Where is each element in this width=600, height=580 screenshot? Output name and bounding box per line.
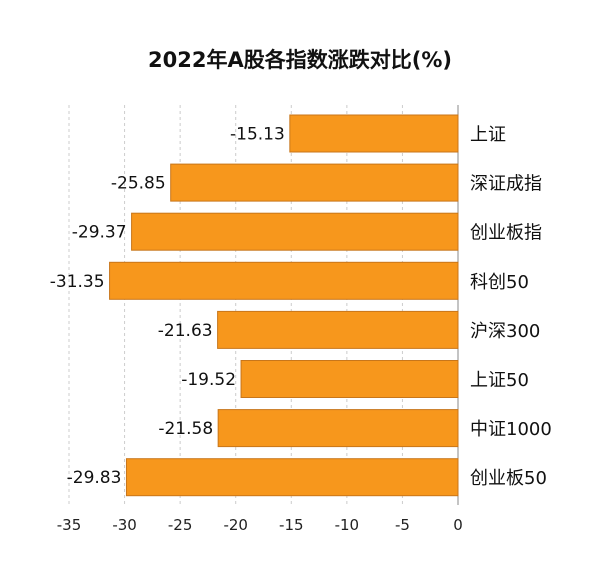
bar xyxy=(125,458,459,497)
category-label: 创业板指 xyxy=(470,223,542,244)
data-label: -19.52 xyxy=(181,370,236,390)
bar xyxy=(170,163,459,202)
x-tick-label: 0 xyxy=(453,516,463,534)
bar xyxy=(289,114,459,153)
category-label: 创业板50 xyxy=(470,468,547,489)
data-label: -31.35 xyxy=(50,272,105,292)
category-label: 中证1000 xyxy=(470,419,552,440)
data-label: -21.63 xyxy=(158,321,213,341)
data-label: -21.58 xyxy=(158,419,213,439)
bar xyxy=(217,409,459,448)
data-label: -15.13 xyxy=(230,125,285,145)
x-tick-label: -10 xyxy=(335,516,360,534)
x-tick-label: -25 xyxy=(168,516,193,534)
x-tick-label: -20 xyxy=(223,516,248,534)
x-tick-label: -15 xyxy=(279,516,304,534)
bar xyxy=(109,261,459,300)
category-label: 科创50 xyxy=(470,272,529,293)
data-label: -25.85 xyxy=(111,174,166,194)
data-label: -29.83 xyxy=(67,468,122,488)
bar xyxy=(240,360,459,398)
category-label: 沪深300 xyxy=(470,321,540,342)
bar xyxy=(217,310,459,349)
category-label: 上证50 xyxy=(470,370,529,391)
x-tick-label: -5 xyxy=(395,516,410,534)
category-label: 上证 xyxy=(470,125,506,146)
category-label: 深证成指 xyxy=(470,174,542,195)
x-tick-label: -35 xyxy=(57,516,82,534)
x-tick-label: -30 xyxy=(112,516,137,534)
data-label: -29.37 xyxy=(72,223,127,243)
bar xyxy=(131,212,459,251)
chart-title: 2022年A股各指数涨跌对比(%) xyxy=(148,48,452,72)
